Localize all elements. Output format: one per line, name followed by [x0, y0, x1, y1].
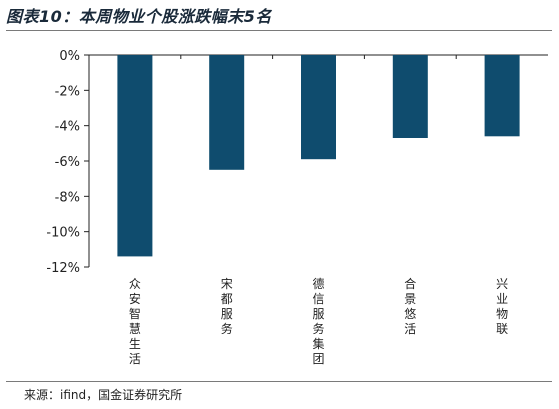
category-label: 宋都服务	[221, 276, 233, 336]
bar-5	[484, 55, 520, 137]
bar-4	[392, 55, 428, 138]
y-tick-label: -4%	[55, 120, 80, 135]
y-tick-label: -8%	[55, 190, 80, 205]
y-tick-label: 0%	[59, 49, 80, 64]
bar-1	[117, 55, 153, 257]
chart-title: 图表10：本周物业个股涨跌幅末5名	[6, 7, 272, 26]
footer-divider	[6, 381, 552, 382]
category-label: 兴业物联	[496, 277, 508, 336]
source-note: 来源：ifind，国金证券研究所	[24, 388, 183, 402]
category-label: 德信服务集团	[312, 276, 324, 366]
category-label: 合景悠活	[404, 276, 416, 336]
title-divider	[6, 30, 552, 31]
category-label: 众安智慧生活	[129, 277, 141, 366]
bar-2	[209, 55, 245, 170]
y-tick-label: -12%	[46, 261, 80, 276]
y-tick-label: -10%	[46, 226, 80, 241]
y-tick-label: -6%	[55, 155, 80, 170]
y-tick-label: -2%	[55, 84, 80, 99]
bar-3	[301, 55, 336, 160]
